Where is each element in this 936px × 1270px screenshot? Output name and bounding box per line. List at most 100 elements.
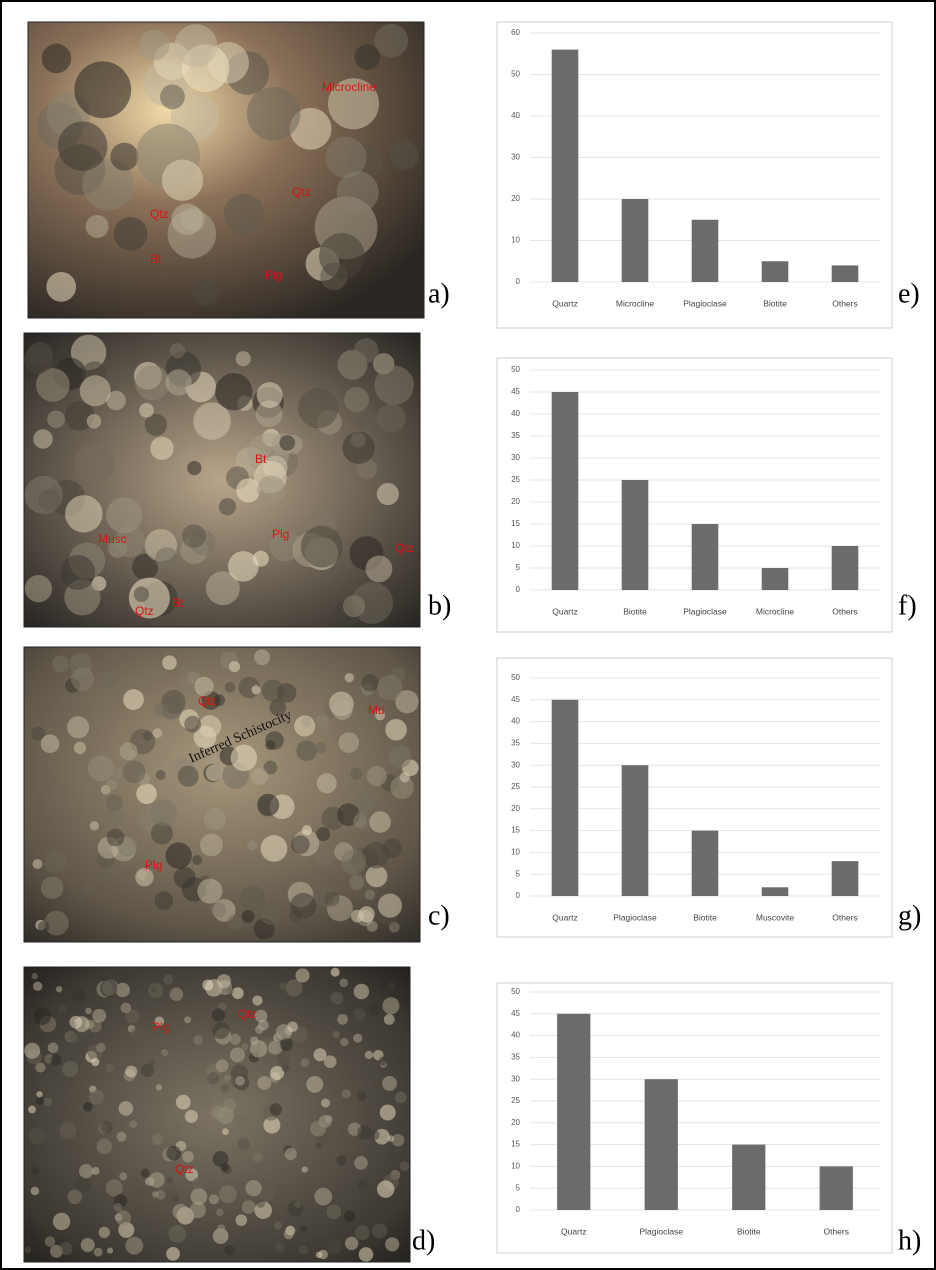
grain — [363, 842, 390, 869]
bar — [832, 265, 859, 282]
mineral-label: Bt — [150, 252, 162, 266]
grain — [74, 61, 131, 118]
grain — [229, 661, 240, 672]
grain — [370, 1130, 380, 1140]
grain — [80, 375, 111, 406]
grain — [123, 689, 144, 710]
grain — [400, 772, 410, 782]
grain — [206, 765, 223, 782]
grain — [182, 524, 206, 548]
grain — [355, 1225, 370, 1240]
panel-label: h) — [898, 1225, 921, 1256]
grain — [98, 871, 111, 884]
grain — [136, 784, 157, 805]
grain — [251, 685, 260, 694]
grain — [107, 810, 124, 827]
mineral-label: Qtz — [395, 541, 414, 555]
mineral-label: Qtz — [175, 1162, 194, 1176]
grain — [56, 986, 62, 992]
grain — [171, 203, 202, 234]
grain — [353, 1034, 362, 1043]
mineral-label: Plg — [145, 858, 162, 872]
y-tick-label: 20 — [511, 804, 520, 813]
grain — [217, 1224, 225, 1232]
grain — [251, 768, 268, 785]
grain — [256, 1199, 265, 1208]
y-tick-label: 35 — [511, 739, 520, 748]
grain — [338, 732, 359, 753]
grain — [107, 829, 125, 847]
grain — [257, 382, 283, 408]
grain — [74, 444, 115, 485]
grain — [361, 674, 378, 691]
grain — [220, 1084, 229, 1093]
grain — [301, 526, 343, 568]
grain — [359, 1247, 374, 1262]
grain — [377, 675, 403, 701]
grain — [342, 1089, 351, 1098]
bar — [692, 524, 719, 590]
grain — [45, 851, 67, 873]
grain — [327, 1204, 342, 1219]
grain — [374, 24, 408, 58]
grain — [241, 1043, 248, 1050]
grain — [110, 143, 138, 171]
grain — [240, 885, 265, 910]
grain — [192, 279, 219, 306]
grain — [33, 859, 43, 869]
grain — [38, 921, 50, 933]
mineral-label: Plg — [265, 268, 282, 282]
grain — [369, 1004, 381, 1016]
y-tick-label: 15 — [511, 519, 520, 528]
grain — [345, 1237, 358, 1250]
grain — [357, 1125, 372, 1140]
grain — [83, 885, 93, 895]
grain — [173, 1204, 189, 1220]
grain — [88, 755, 114, 781]
grain — [317, 773, 337, 793]
mineral-label: Plg — [152, 1020, 169, 1034]
grain — [174, 24, 217, 67]
grain — [36, 1091, 42, 1097]
grain — [343, 595, 365, 617]
grain — [52, 656, 69, 673]
grain — [375, 366, 414, 405]
grain — [199, 715, 222, 738]
grain — [94, 1248, 103, 1257]
grain — [130, 1027, 144, 1041]
y-tick-label: 20 — [511, 194, 520, 203]
grain — [129, 1120, 137, 1128]
x-tick-label: Plagioclase — [683, 298, 727, 308]
panel-label: g) — [898, 900, 921, 931]
bar — [732, 1145, 765, 1210]
grain — [290, 893, 316, 919]
y-tick-label: 50 — [511, 70, 520, 79]
y-tick-label: 5 — [516, 1183, 521, 1192]
grain — [141, 1169, 150, 1178]
grain — [366, 555, 393, 582]
grain — [235, 1076, 245, 1086]
grain — [351, 910, 364, 923]
grain — [389, 141, 418, 170]
grain — [247, 840, 257, 850]
grain — [68, 1033, 79, 1044]
grain — [235, 1114, 250, 1129]
grain — [46, 272, 76, 302]
grain — [332, 1031, 339, 1038]
grain — [197, 1091, 213, 1107]
grain — [321, 1099, 330, 1108]
grain — [152, 1134, 163, 1145]
grain — [41, 734, 60, 753]
y-tick-label: 25 — [511, 782, 520, 791]
grain — [332, 699, 353, 720]
grain — [280, 1038, 293, 1051]
grain — [262, 680, 284, 702]
grain — [154, 703, 169, 718]
grain — [215, 373, 252, 410]
grain — [357, 1091, 367, 1101]
x-tick-label: Biotite — [763, 298, 787, 308]
grain — [395, 1092, 407, 1104]
bar — [552, 392, 579, 590]
y-tick-label: 30 — [511, 1074, 520, 1083]
grain — [306, 1076, 323, 1093]
